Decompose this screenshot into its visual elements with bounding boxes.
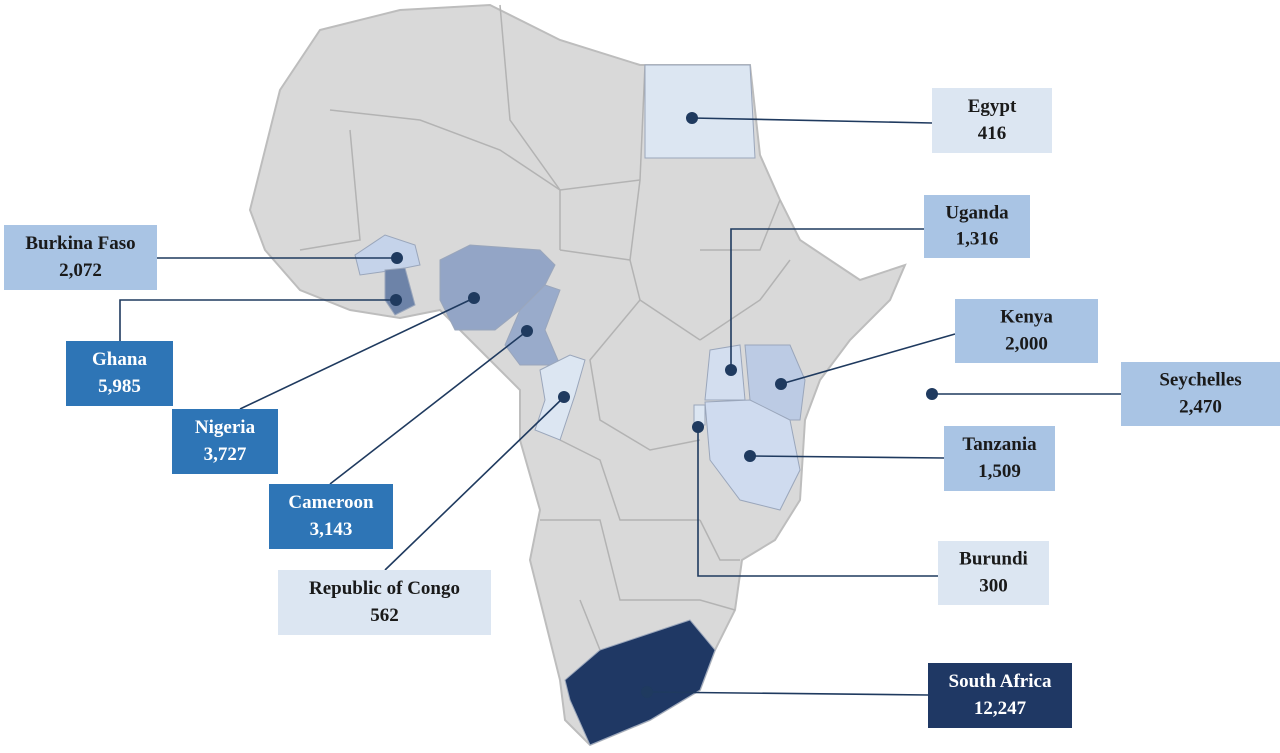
country-name: Cameroon: [288, 492, 374, 513]
country-name: Ghana: [92, 349, 147, 370]
leader-line: [384, 396, 565, 571]
label-box: [944, 426, 1055, 491]
country-name: Burundi: [959, 549, 1028, 570]
country-dot: [725, 364, 737, 376]
country-dot: [692, 421, 704, 433]
label-box: [932, 88, 1052, 153]
country-dot: [641, 686, 653, 698]
country-dot: [558, 391, 570, 403]
country-shapes: [354, 64, 806, 746]
label-box: [924, 195, 1030, 258]
country-value: 2,072: [59, 260, 102, 281]
country-value: 2,470: [1179, 396, 1222, 417]
country-value: 300: [979, 575, 1008, 596]
country-shape: [693, 404, 706, 426]
country-value: 12,247: [974, 698, 1027, 719]
country-name: Seychelles: [1159, 370, 1241, 391]
leader-line: [119, 299, 396, 341]
country-value: 5,985: [98, 376, 141, 397]
country-value: 1,316: [956, 229, 999, 250]
label-box: [269, 484, 393, 549]
country-dot: [391, 252, 403, 264]
label-box: [172, 409, 278, 474]
country-labels: Egypt 416 Burkina Faso 2,072 Ghana 5,985 Niger…: [4, 88, 1280, 728]
country-name: Republic of Congo: [309, 578, 460, 599]
country-dot: [775, 378, 787, 390]
leader-line: [780, 333, 956, 385]
leader-line: [697, 427, 938, 577]
country-name: Kenya: [1000, 307, 1053, 328]
country-name: Burkina Faso: [25, 233, 135, 254]
label-box: [938, 541, 1049, 605]
country-name: Tanzania: [962, 434, 1037, 455]
country-shape: [504, 284, 561, 366]
country-value: 2,000: [1005, 333, 1048, 354]
country-value: 562: [370, 605, 399, 626]
label-box: [1121, 362, 1280, 426]
leader-line: [730, 228, 924, 370]
country-shape: [704, 344, 746, 401]
country-dot: [521, 325, 533, 337]
leader-line: [329, 330, 528, 485]
country-shape: [354, 234, 421, 276]
country-dot: [926, 388, 938, 400]
country-value: 3,727: [204, 444, 247, 465]
country-name: South Africa: [949, 671, 1052, 692]
leader-line: [691, 117, 933, 124]
country-dot: [468, 292, 480, 304]
country-value: 1,509: [978, 461, 1021, 482]
label-box: [278, 570, 491, 635]
label-box: [955, 299, 1098, 363]
country-dot: [390, 294, 402, 306]
country-shape: [644, 64, 756, 159]
country-value: 3,143: [310, 519, 353, 540]
label-box: [928, 663, 1072, 728]
leader-line: [749, 455, 945, 459]
leader-line: [239, 297, 475, 410]
country-shape: [564, 619, 716, 746]
country-dot: [744, 450, 756, 462]
borders: [299, 4, 791, 651]
label-box: [66, 341, 173, 406]
leader-line: [646, 691, 929, 696]
country-name: Uganda: [945, 202, 1009, 223]
label-box: [4, 225, 157, 290]
country-name: Nigeria: [195, 417, 256, 438]
country-value: 416: [978, 123, 1007, 144]
country-dot: [686, 112, 698, 124]
country-name: Egypt: [968, 96, 1017, 117]
